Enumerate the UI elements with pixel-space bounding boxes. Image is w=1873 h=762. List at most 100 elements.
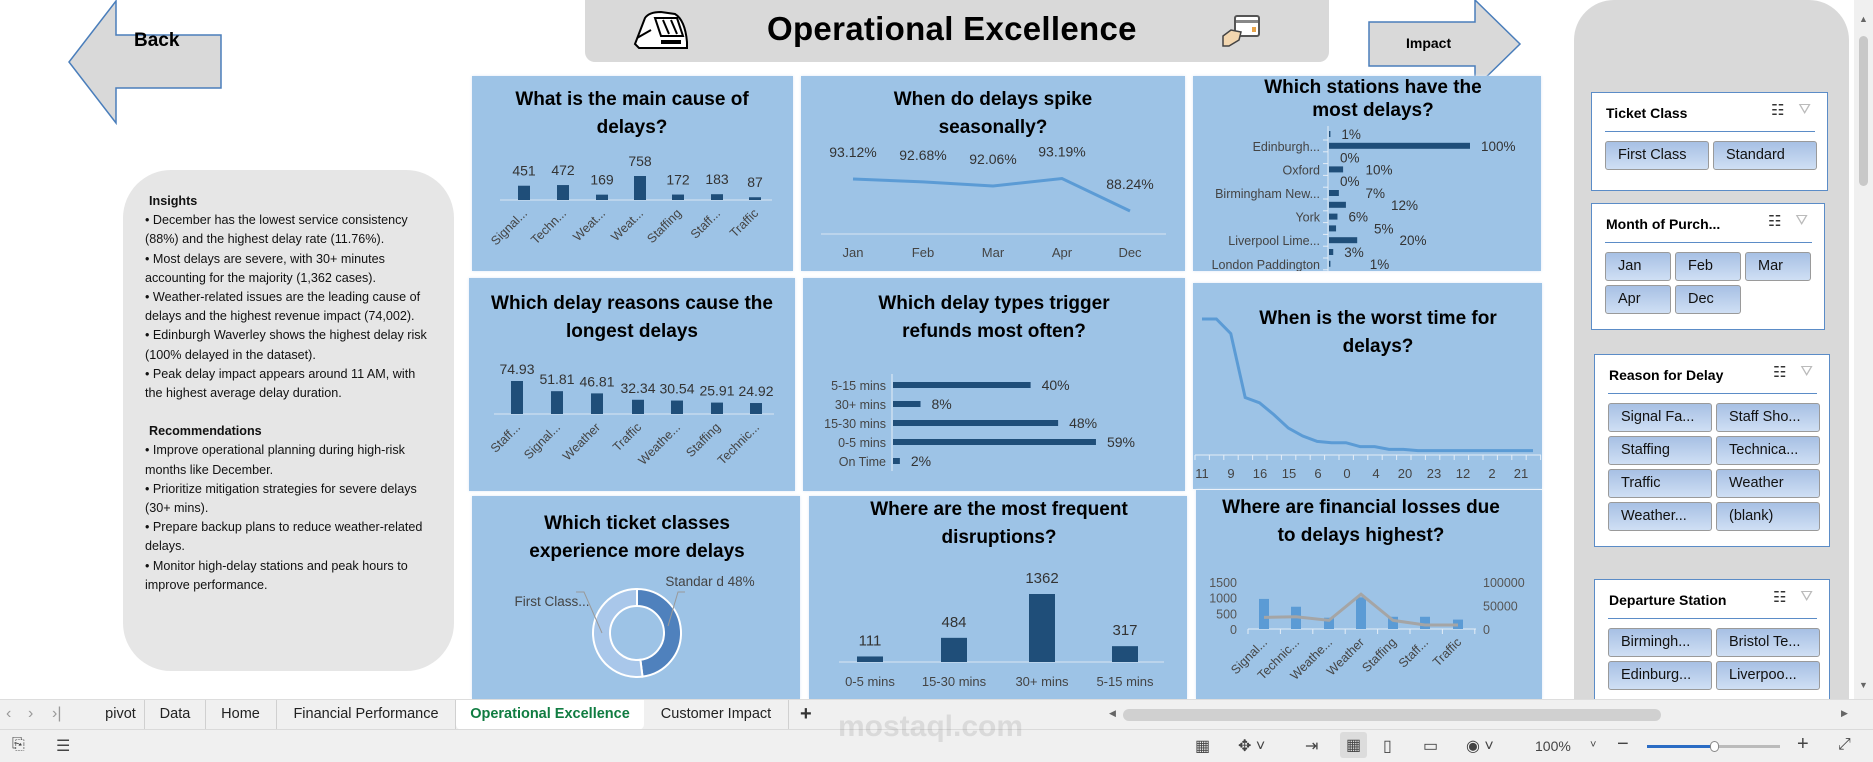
chart-seasonal[interactable]: When do delays spike seasonally? 93.12% Ja… bbox=[801, 76, 1185, 271]
focus-cell-icon[interactable]: ⇥ bbox=[1305, 738, 1319, 755]
prev-sheet-icon[interactable]: › bbox=[28, 705, 34, 722]
insight-item: • December has the lowest service consis… bbox=[145, 213, 408, 247]
vertical-scrollbar[interactable]: ▲ ▼ bbox=[1854, 0, 1873, 699]
zoom-out-button[interactable]: − bbox=[1617, 733, 1629, 755]
scrollbar-thumb[interactable] bbox=[1859, 36, 1868, 186]
multi-select-icon[interactable]: ☷ bbox=[1770, 102, 1785, 119]
normal-view-icon[interactable]: ▦ bbox=[1340, 732, 1368, 758]
eye-icon[interactable]: ◉ ˅ bbox=[1466, 738, 1494, 755]
slicer-item[interactable]: (blank) bbox=[1716, 502, 1820, 531]
sheet-tab[interactable]: Home bbox=[205, 700, 277, 730]
train-icon bbox=[633, 10, 688, 49]
chart-refunds[interactable]: Which delay types trigger refunds most o… bbox=[803, 278, 1185, 491]
sheet-tab[interactable]: Operational Excellence bbox=[456, 700, 644, 730]
scroll-down-icon[interactable]: ▼ bbox=[1859, 680, 1868, 690]
sheet-tab[interactable]: pivot bbox=[97, 700, 145, 730]
category-label: Weathe... bbox=[636, 420, 684, 468]
slicer-item[interactable]: Jan bbox=[1605, 252, 1671, 281]
slicer-item[interactable]: Feb bbox=[1675, 252, 1741, 281]
chart-worst-time[interactable]: When is the worst time for delays? 11 9 16 1… bbox=[1193, 283, 1542, 489]
chart-canvas: 150010005000100000500000Signal...Technic… bbox=[1209, 576, 1525, 683]
series-line bbox=[852, 177, 1131, 213]
data-label: 10% bbox=[1366, 162, 1393, 177]
clear-filter-icon[interactable]: ⛛ bbox=[1795, 212, 1808, 229]
scroll-right-icon[interactable]: ▶ bbox=[1841, 708, 1848, 718]
slicer-item[interactable]: Traffic bbox=[1608, 469, 1712, 498]
chart-title: Which stations have the most delays? bbox=[1264, 77, 1482, 121]
slicer-item[interactable]: Liverpoo... bbox=[1716, 661, 1820, 690]
slicer-item[interactable]: Technica... bbox=[1716, 436, 1820, 465]
multi-select-icon[interactable]: ☷ bbox=[1772, 589, 1787, 606]
display-settings-icon[interactable]: ✥ ˅ bbox=[1238, 738, 1266, 755]
category-label: Feb bbox=[912, 245, 934, 260]
sheet-tab[interactable]: Customer Impact bbox=[644, 700, 789, 730]
scroll-left-icon[interactable]: ◀ bbox=[1109, 708, 1116, 718]
page-layout-icon[interactable]: ▯ bbox=[1383, 738, 1392, 755]
chart-ticket-classes[interactable]: Which ticket classes experience more del… bbox=[472, 496, 800, 699]
slicer-item[interactable]: Signal Fa... bbox=[1608, 403, 1712, 432]
zoom-dropdown-icon[interactable]: ˅ bbox=[1590, 739, 1597, 751]
bar bbox=[1329, 225, 1337, 232]
slicer-item[interactable]: Dec bbox=[1675, 285, 1741, 314]
slicer-item[interactable]: Edinburg... bbox=[1608, 661, 1712, 690]
clear-filter-icon[interactable]: ⛛ bbox=[1800, 363, 1813, 380]
slicer-item[interactable]: Mar bbox=[1745, 252, 1811, 281]
category-label: Techn... bbox=[528, 206, 569, 247]
slicer-item[interactable]: First Class bbox=[1605, 141, 1709, 170]
data-label: 7% bbox=[1366, 186, 1386, 201]
chart-title: When do delays spike seasonally? bbox=[893, 89, 1093, 138]
chart-main-cause[interactable]: What is the main cause of delays? 451 Sign… bbox=[472, 76, 793, 271]
bar bbox=[1259, 598, 1269, 629]
accessibility-icon[interactable]: ☰ bbox=[56, 738, 71, 755]
slicer-item[interactable]: Birmingh... bbox=[1608, 628, 1712, 657]
category-label: Staff... bbox=[1396, 635, 1431, 670]
recommendation-item: • Prepare backup plans to reduce weather… bbox=[145, 520, 423, 554]
data-label: 24.92 bbox=[738, 383, 773, 399]
zoom-in-button[interactable]: + bbox=[1797, 733, 1809, 755]
multi-select-icon[interactable]: ☷ bbox=[1772, 364, 1787, 381]
add-sheet-button[interactable]: + bbox=[800, 703, 812, 725]
category-label: Traffic bbox=[1430, 635, 1464, 669]
horizontal-scrollbar-thumb[interactable] bbox=[1123, 709, 1661, 721]
slicer-item[interactable]: Bristol Te... bbox=[1716, 628, 1820, 657]
bar bbox=[1029, 594, 1055, 662]
fullscreen-icon[interactable]: ⤢ bbox=[1838, 736, 1851, 753]
chart-financial-losses[interactable]: Where are financial losses due to delays… bbox=[1196, 490, 1542, 699]
tick-label: 15 bbox=[1282, 466, 1296, 481]
zoom-slider[interactable] bbox=[1647, 741, 1780, 752]
data-label: 12% bbox=[1391, 198, 1418, 213]
sheet-tab[interactable]: Data bbox=[145, 700, 206, 730]
slicer-item[interactable]: Standard bbox=[1713, 141, 1817, 170]
horizontal-scrollbar[interactable]: ◀ ▶ bbox=[1105, 706, 1857, 724]
data-label: 100% bbox=[1481, 139, 1516, 154]
impact-button[interactable]: Impact bbox=[1368, 0, 1523, 125]
data-label: 3% bbox=[1344, 245, 1364, 260]
chart-disruptions[interactable]: Where are the most frequent disruptions?… bbox=[809, 496, 1187, 699]
bar bbox=[749, 197, 761, 200]
back-button[interactable]: Back bbox=[68, 0, 223, 126]
clear-filter-icon[interactable]: ⛛ bbox=[1800, 588, 1813, 605]
sheet-settings-icon[interactable]: ▦ bbox=[1195, 738, 1211, 755]
chart-longest-delays[interactable]: Which delay reasons cause the longest de… bbox=[469, 278, 795, 491]
slicer-title: Month of Purch... bbox=[1606, 216, 1721, 232]
data-label: 87 bbox=[747, 174, 763, 190]
slicer-item[interactable]: Staff Sho... bbox=[1716, 403, 1820, 432]
multi-select-icon[interactable]: ☷ bbox=[1767, 213, 1782, 230]
chart-canvas: 11 9 16 15 6 0 4 20 23 12 2 21 bbox=[1194, 317, 1542, 481]
zoom-level[interactable]: 100% bbox=[1535, 738, 1571, 754]
scroll-up-icon[interactable]: ▲ bbox=[1859, 14, 1868, 24]
slicer-item[interactable]: Weather bbox=[1716, 469, 1820, 498]
macro-icon[interactable]: ⎘ bbox=[12, 736, 25, 753]
clear-filter-icon[interactable]: ⛛ bbox=[1798, 101, 1811, 118]
slicer-item[interactable]: Staffing bbox=[1608, 436, 1712, 465]
first-sheet-icon[interactable]: ‹ bbox=[6, 705, 12, 722]
zoom-slider-handle[interactable] bbox=[1709, 741, 1719, 752]
data-label: 46.81 bbox=[579, 373, 614, 389]
watermark: mostaql.com bbox=[838, 710, 1024, 743]
page-break-icon[interactable]: ▭ bbox=[1423, 738, 1439, 755]
chart-stations[interactable]: Which stations have the most delays? 1% 10… bbox=[1193, 76, 1541, 271]
slicer-item[interactable]: Weather... bbox=[1608, 502, 1712, 531]
last-sheet-icon[interactable]: ›| bbox=[52, 705, 62, 722]
sheet-tab[interactable]: Financial Performance bbox=[277, 700, 456, 730]
slicer-item[interactable]: Apr bbox=[1605, 285, 1671, 314]
